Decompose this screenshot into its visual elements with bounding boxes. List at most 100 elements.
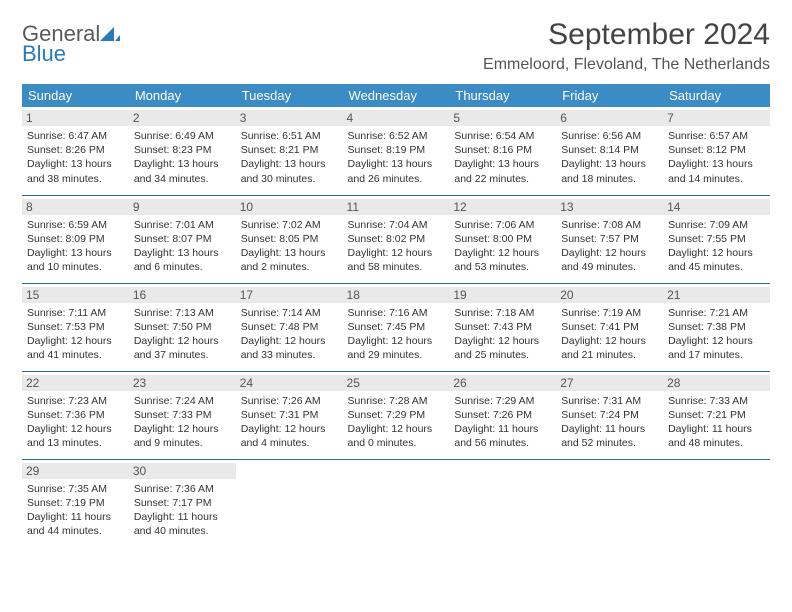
calendar-cell: 25Sunrise: 7:28 AMSunset: 7:29 PMDayligh… (343, 371, 450, 459)
calendar-row: 15Sunrise: 7:11 AMSunset: 7:53 PMDayligh… (22, 283, 770, 371)
day-number: 7 (663, 110, 770, 126)
sunset-line: Sunset: 7:33 PM (134, 408, 231, 422)
sunrise-line: Sunrise: 7:26 AM (241, 394, 338, 408)
daylight-line: Daylight: 12 hours (561, 334, 658, 348)
day-number: 2 (129, 110, 236, 126)
calendar-cell: 7Sunrise: 6:57 AMSunset: 8:12 PMDaylight… (663, 107, 770, 195)
day-number: 28 (663, 375, 770, 391)
daylight-line: Daylight: 11 hours (561, 422, 658, 436)
daylight-line: Daylight: 13 hours (134, 246, 231, 260)
calendar-cell: 29Sunrise: 7:35 AMSunset: 7:19 PMDayligh… (22, 459, 129, 547)
daylight-line: and 9 minutes. (134, 436, 231, 450)
calendar-row: 8Sunrise: 6:59 AMSunset: 8:09 PMDaylight… (22, 195, 770, 283)
daylight-line: Daylight: 11 hours (668, 422, 765, 436)
daylight-line: and 21 minutes. (561, 348, 658, 362)
calendar-cell: 6Sunrise: 6:56 AMSunset: 8:14 PMDaylight… (556, 107, 663, 195)
sunset-line: Sunset: 8:07 PM (134, 232, 231, 246)
daylight-line: and 22 minutes. (454, 172, 551, 186)
sunset-line: Sunset: 7:43 PM (454, 320, 551, 334)
daylight-line: and 34 minutes. (134, 172, 231, 186)
daylight-line: Daylight: 12 hours (348, 422, 445, 436)
calendar-cell: 1Sunrise: 6:47 AMSunset: 8:26 PMDaylight… (22, 107, 129, 195)
day-number: 18 (343, 287, 450, 303)
sunset-line: Sunset: 8:23 PM (134, 143, 231, 157)
daylight-line: and 30 minutes. (241, 172, 338, 186)
day-number: 6 (556, 110, 663, 126)
daylight-line: and 25 minutes. (454, 348, 551, 362)
day-number: 17 (236, 287, 343, 303)
sunset-line: Sunset: 7:57 PM (561, 232, 658, 246)
calendar-cell: 10 Sunrise: 7:02 AMSunset: 8:05 PMDayligh… (236, 195, 343, 283)
sunrise-line: Sunrise: 6:59 AM (27, 218, 124, 232)
calendar-cell: 4Sunrise: 6:52 AMSunset: 8:19 PMDaylight… (343, 107, 450, 195)
sunrise-line: Sunrise: 6:54 AM (454, 129, 551, 143)
sunset-line: Sunset: 7:29 PM (348, 408, 445, 422)
calendar-cell: 28Sunrise: 7:33 AMSunset: 7:21 PMDayligh… (663, 371, 770, 459)
daylight-line: and 0 minutes. (348, 436, 445, 450)
daylight-line: and 48 minutes. (668, 436, 765, 450)
calendar-cell: 16Sunrise: 7:13 AMSunset: 7:50 PMDayligh… (129, 283, 236, 371)
daylight-line: Daylight: 12 hours (27, 334, 124, 348)
sunrise-line: Sunrise: 7:01 AM (134, 218, 231, 232)
day-number: 10 (236, 199, 343, 215)
daylight-line: Daylight: 12 hours (668, 334, 765, 348)
sunset-line: Sunset: 8:05 PM (241, 232, 338, 246)
daylight-line: and 33 minutes. (241, 348, 338, 362)
sunset-line: Sunset: 7:17 PM (134, 496, 231, 510)
day-number: 12 (449, 199, 556, 215)
daylight-line: and 29 minutes. (348, 348, 445, 362)
weekday-header: Thursday (449, 84, 556, 107)
weekday-header: Wednesday (343, 84, 450, 107)
calendar-cell: 3Sunrise: 6:51 AMSunset: 8:21 PMDaylight… (236, 107, 343, 195)
daylight-line: Daylight: 12 hours (134, 422, 231, 436)
sunrise-line: Sunrise: 6:49 AM (134, 129, 231, 143)
calendar-cell: 19Sunrise: 7:18 AMSunset: 7:43 PMDayligh… (449, 283, 556, 371)
page-header: GeneralBlue September 2024 Emmeloord, Fl… (22, 18, 770, 74)
sunset-line: Sunset: 8:21 PM (241, 143, 338, 157)
brand-part2: Blue (22, 41, 66, 66)
daylight-line: and 44 minutes. (27, 524, 124, 538)
brand-text: GeneralBlue (22, 24, 120, 64)
calendar-table: Sunday Monday Tuesday Wednesday Thursday… (22, 84, 770, 547)
daylight-line: and 10 minutes. (27, 260, 124, 274)
calendar-row: 1Sunrise: 6:47 AMSunset: 8:26 PMDaylight… (22, 107, 770, 195)
sunrise-line: Sunrise: 7:04 AM (348, 218, 445, 232)
day-number: 11 (343, 199, 450, 215)
daylight-line: Daylight: 12 hours (668, 246, 765, 260)
calendar-cell: 11Sunrise: 7:04 AMSunset: 8:02 PMDayligh… (343, 195, 450, 283)
daylight-line: Daylight: 12 hours (241, 334, 338, 348)
daylight-line: and 49 minutes. (561, 260, 658, 274)
sunrise-line: Sunrise: 7:02 AM (241, 218, 338, 232)
daylight-line: and 14 minutes. (668, 172, 765, 186)
sunrise-line: Sunrise: 7:08 AM (561, 218, 658, 232)
calendar-cell: 12Sunrise: 7:06 AMSunset: 8:00 PMDayligh… (449, 195, 556, 283)
sunset-line: Sunset: 7:36 PM (27, 408, 124, 422)
daylight-line: Daylight: 12 hours (348, 334, 445, 348)
daylight-line: and 4 minutes. (241, 436, 338, 450)
weekday-header: Saturday (663, 84, 770, 107)
daylight-line: and 56 minutes. (454, 436, 551, 450)
sunset-line: Sunset: 7:19 PM (27, 496, 124, 510)
daylight-line: and 53 minutes. (454, 260, 551, 274)
calendar-cell: 20Sunrise: 7:19 AMSunset: 7:41 PMDayligh… (556, 283, 663, 371)
calendar-cell: 14Sunrise: 7:09 AMSunset: 7:55 PMDayligh… (663, 195, 770, 283)
weekday-header: Friday (556, 84, 663, 107)
sunset-line: Sunset: 7:55 PM (668, 232, 765, 246)
daylight-line: and 52 minutes. (561, 436, 658, 450)
calendar-cell (236, 459, 343, 547)
sunset-line: Sunset: 7:50 PM (134, 320, 231, 334)
daylight-line: and 17 minutes. (668, 348, 765, 362)
sunrise-line: Sunrise: 7:31 AM (561, 394, 658, 408)
daylight-line: Daylight: 13 hours (241, 246, 338, 260)
sunrise-line: Sunrise: 7:24 AM (134, 394, 231, 408)
day-number: 15 (22, 287, 129, 303)
day-number: 16 (129, 287, 236, 303)
sunset-line: Sunset: 7:38 PM (668, 320, 765, 334)
day-number: 5 (449, 110, 556, 126)
daylight-line: Daylight: 12 hours (348, 246, 445, 260)
daylight-line: Daylight: 13 hours (241, 157, 338, 171)
calendar-cell (556, 459, 663, 547)
day-number: 29 (22, 463, 129, 479)
day-number: 14 (663, 199, 770, 215)
title-block: September 2024 Emmeloord, Flevoland, The… (483, 18, 770, 74)
